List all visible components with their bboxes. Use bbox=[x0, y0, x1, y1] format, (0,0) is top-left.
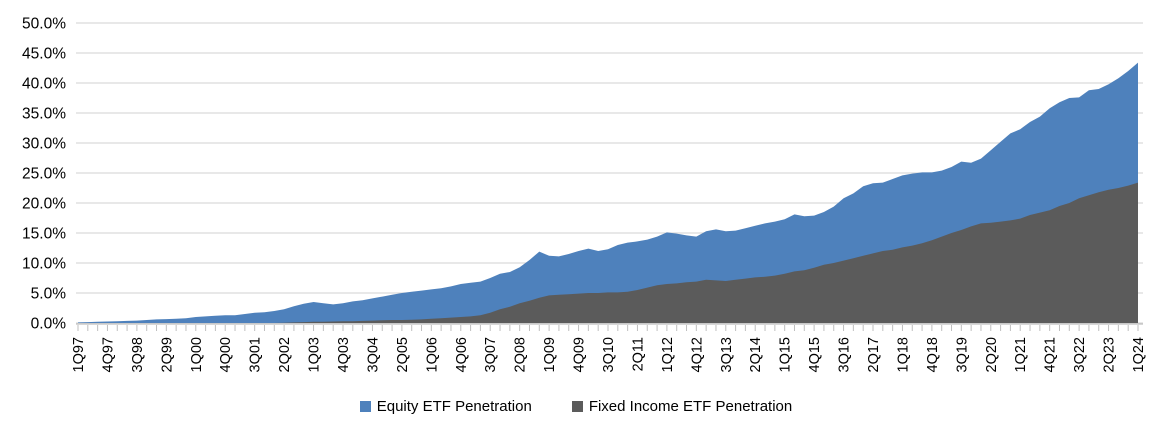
fixed-income-legend-swatch-icon bbox=[571, 401, 583, 412]
x-axis-label: 2Q23 bbox=[1102, 337, 1118, 372]
x-axis-label: 1Q15 bbox=[778, 337, 794, 372]
x-axis-label: 1Q09 bbox=[542, 337, 558, 372]
y-axis-label: 35.0% bbox=[22, 106, 66, 123]
x-axis-label: 1Q24 bbox=[1131, 337, 1147, 372]
x-axis-label: 4Q21 bbox=[1043, 337, 1059, 372]
x-axis-label: 2Q17 bbox=[866, 337, 882, 372]
x-axis-label: 2Q11 bbox=[630, 337, 646, 371]
x-axis-label: 4Q18 bbox=[925, 337, 941, 372]
x-axis-label: 4Q97 bbox=[100, 337, 116, 372]
x-axis-label: 1Q03 bbox=[307, 337, 323, 372]
x-axis-label: 3Q10 bbox=[601, 337, 617, 372]
x-axis-label: 4Q03 bbox=[336, 337, 352, 372]
equity-legend-label: Equity ETF Penetration bbox=[376, 398, 532, 415]
x-axis-label: 3Q16 bbox=[837, 337, 853, 372]
x-axis-label: 3Q04 bbox=[365, 337, 381, 372]
x-axis-label: 2Q08 bbox=[513, 337, 529, 372]
fixed-income-legend-label: Fixed Income ETF Penetration bbox=[588, 398, 793, 415]
x-axis-label: 3Q07 bbox=[483, 337, 499, 372]
y-axis-label: 20.0% bbox=[22, 196, 66, 213]
y-axis-label: 30.0% bbox=[22, 136, 66, 153]
x-axis-label: 2Q05 bbox=[395, 337, 411, 372]
x-axis-label: 2Q02 bbox=[277, 337, 293, 372]
y-axis-label: 45.0% bbox=[22, 46, 66, 63]
y-axis-label: 5.0% bbox=[31, 286, 67, 303]
x-axis-label: 4Q15 bbox=[807, 337, 823, 372]
x-axis-label: 2Q99 bbox=[159, 337, 175, 372]
x-axis-label: 4Q06 bbox=[454, 337, 470, 372]
fixed-income-area-series bbox=[78, 182, 1138, 323]
x-axis-label: 3Q19 bbox=[954, 337, 970, 372]
y-axis-label: 10.0% bbox=[22, 256, 66, 273]
x-axis-label: 4Q00 bbox=[218, 337, 234, 372]
y-axis-label: 50.0% bbox=[22, 16, 66, 33]
y-axis-label: 40.0% bbox=[22, 76, 66, 93]
equity-legend-swatch-icon bbox=[359, 401, 371, 412]
x-axis-label: 1Q12 bbox=[660, 337, 676, 372]
x-axis-label: 1Q00 bbox=[189, 337, 205, 372]
x-axis-label: 1Q97 bbox=[71, 337, 87, 372]
x-axis-label: 1Q21 bbox=[1013, 337, 1029, 372]
x-axis-label: 1Q06 bbox=[424, 337, 440, 372]
x-axis-label: 3Q01 bbox=[248, 337, 264, 372]
x-axis-label: 4Q12 bbox=[689, 337, 705, 372]
x-axis-label: 4Q09 bbox=[572, 337, 588, 372]
legend-entry-equity: Equity ETF Penetration bbox=[359, 398, 532, 415]
y-axis-label: 25.0% bbox=[22, 166, 66, 183]
x-axis-label: 2Q20 bbox=[984, 337, 1000, 372]
legend-entry-fixed-income: Fixed Income ETF Penetration bbox=[571, 398, 793, 415]
x-axis-label: 1Q18 bbox=[895, 337, 911, 372]
y-axis-label: 0.0% bbox=[31, 316, 67, 333]
x-axis-label: 2Q14 bbox=[748, 337, 764, 372]
y-axis-label: 15.0% bbox=[22, 226, 66, 243]
x-axis-label: 3Q98 bbox=[130, 337, 146, 372]
chart-legend: Equity ETF Penetration Fixed Income ETF … bbox=[0, 399, 1152, 414]
x-axis-label: 3Q22 bbox=[1072, 337, 1088, 372]
x-axis-label: 3Q13 bbox=[719, 337, 735, 372]
